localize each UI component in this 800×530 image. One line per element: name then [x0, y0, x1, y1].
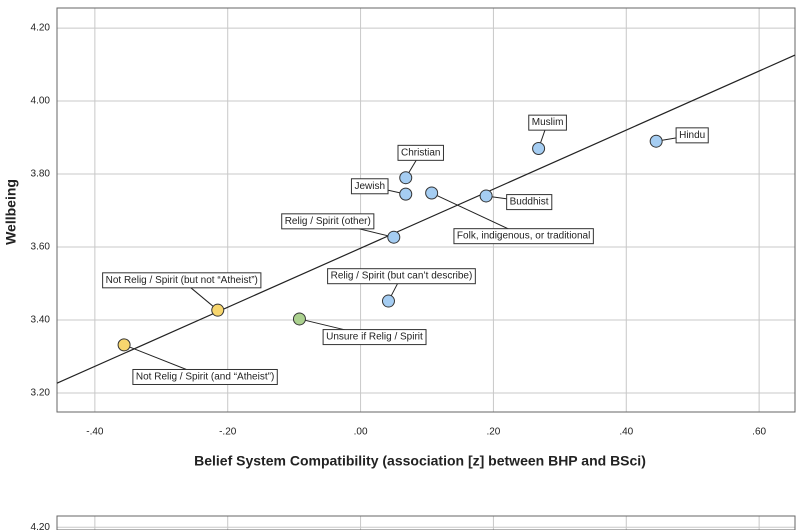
label-box — [675, 127, 709, 144]
label-box — [453, 228, 594, 245]
label-box — [132, 368, 278, 385]
point-label: Not Relig / Spirit (and “Atheist”) — [136, 371, 274, 382]
plot-frame — [56, 7, 796, 413]
point-label: Relig / Spirit (but can’t describe) — [331, 271, 473, 282]
point — [292, 312, 306, 326]
y-tick-label: 3.80 — [31, 169, 51, 180]
y-tick-label: 3.40 — [31, 315, 51, 326]
y-tick-label: 3.60 — [31, 242, 51, 253]
x-tick-label: -.40 — [86, 427, 104, 438]
point — [211, 303, 225, 317]
point-label: Jewish — [354, 181, 385, 192]
label-box — [322, 329, 427, 346]
plot-frame — [56, 515, 796, 530]
point — [399, 187, 413, 201]
point — [479, 189, 493, 203]
x-axis-title: Belief System Compatibility (association… — [194, 453, 646, 469]
point-label: Christian — [401, 147, 440, 158]
x-tick-label: -.20 — [219, 427, 237, 438]
point-label: Not Relig / Spirit (but not “Atheist”) — [106, 275, 258, 286]
point — [381, 294, 395, 308]
label-box — [350, 178, 389, 195]
label-box — [327, 268, 476, 285]
point — [532, 142, 546, 156]
x-tick-label: .20 — [486, 427, 500, 438]
y-tick-label: 4.20 — [31, 23, 51, 34]
point-label: Folk, indigenous, or traditional — [457, 231, 590, 242]
y-axis-title: Wellbeing — [3, 179, 19, 245]
point — [425, 186, 439, 200]
point — [649, 134, 663, 148]
point-label: Hindu — [679, 130, 705, 141]
point — [399, 171, 413, 185]
label-box — [281, 213, 375, 230]
point-label: Buddhist — [510, 197, 549, 208]
point — [387, 230, 401, 244]
label-box — [528, 114, 567, 131]
y-tick-label: 4.20 — [31, 522, 51, 530]
y-tick-label: 3.20 — [31, 388, 51, 399]
x-tick-label: .60 — [752, 427, 766, 438]
point-label: Unsure if Relig / Spirit — [326, 332, 423, 343]
x-tick-label: .00 — [354, 427, 368, 438]
label-box — [102, 272, 262, 289]
point-label: Muslim — [532, 117, 564, 128]
label-box — [506, 194, 553, 211]
label-box — [397, 144, 444, 161]
point-label: Relig / Spirit (other) — [285, 216, 371, 227]
point — [117, 338, 131, 352]
trend-line — [56, 54, 796, 384]
x-tick-label: .40 — [619, 427, 633, 438]
y-tick-label: 4.00 — [31, 96, 51, 107]
